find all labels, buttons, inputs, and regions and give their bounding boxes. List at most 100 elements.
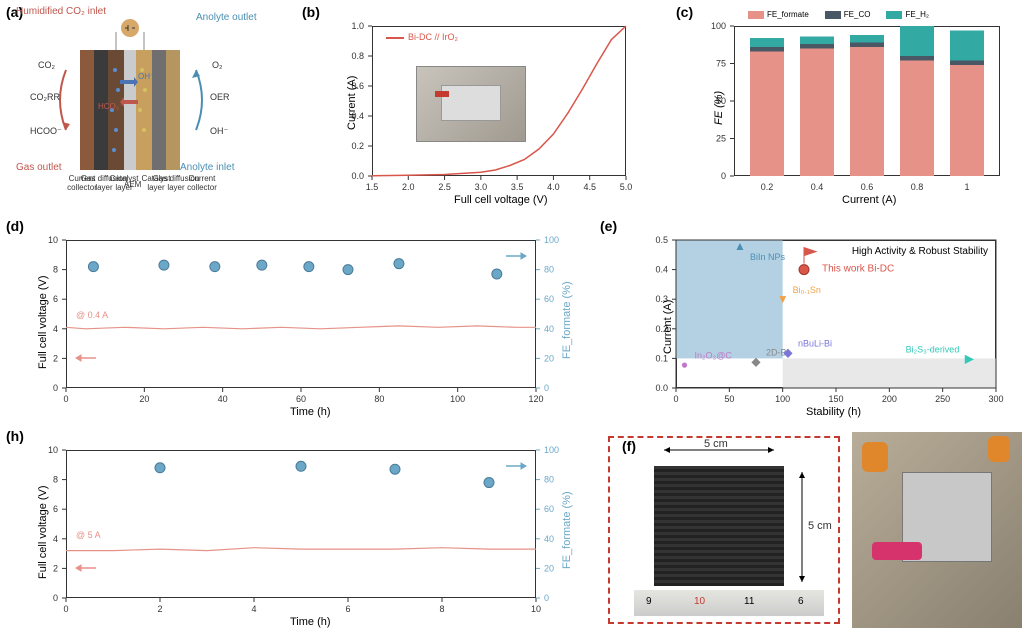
a-lab7: Current collector	[182, 174, 222, 192]
svg-text:1.5: 1.5	[366, 182, 379, 192]
d-ylabel-r: FE_formate (%)	[561, 269, 573, 359]
svg-text:8: 8	[439, 604, 444, 614]
svg-text:2: 2	[157, 604, 162, 614]
svg-text:3.0: 3.0	[475, 182, 488, 192]
svg-text:4: 4	[251, 604, 256, 614]
svg-text:8: 8	[53, 265, 58, 275]
a-hco: HCO₃⁻	[98, 102, 123, 111]
svg-text:2.5: 2.5	[438, 182, 451, 192]
panel-e: 0501001502002503000.00.10.20.30.40.5▲BiI…	[636, 232, 1016, 420]
svg-text:40: 40	[544, 534, 554, 544]
svg-text:80: 80	[544, 475, 554, 485]
g-clip	[872, 542, 922, 560]
svg-text:1.0: 1.0	[351, 21, 364, 31]
svg-text:20: 20	[544, 563, 554, 573]
c-legend: FE_formateFE_COFE_H₂	[748, 10, 929, 19]
a-oh: OH⁻	[210, 126, 228, 137]
d-note: @ 0.4 A	[76, 310, 108, 320]
svg-text:40: 40	[544, 324, 554, 334]
svg-text:This work Bi-DC: This work Bi-DC	[822, 264, 894, 275]
svg-text:50: 50	[724, 394, 734, 404]
f-dim2: 5 cm	[808, 520, 832, 532]
panel-f: 9 10 11 6 5 cm 5 cm	[604, 432, 844, 628]
chart-h-svg: 02468100022044066088010100	[26, 442, 586, 630]
svg-text:High Activity & Robust Stabili: High Activity & Robust Stability	[852, 246, 988, 257]
svg-text:250: 250	[935, 394, 950, 404]
svg-text:80: 80	[374, 394, 384, 404]
svg-text:nBuLi-Bi: nBuLi-Bi	[798, 338, 832, 348]
g-cap1	[862, 442, 888, 472]
a-oer: OER	[210, 92, 230, 102]
a-inlet: Humidified CO₂ inlet	[16, 6, 106, 17]
panel-a: Humidified CO₂ inlet Anolyte outlet Anol…	[24, 10, 292, 206]
label-b: (b)	[302, 4, 320, 20]
chart-d-svg: 0204060801001200022044066088010100	[26, 232, 586, 420]
svg-text:100: 100	[711, 21, 726, 31]
a-anolyte-in: Anolyte inlet	[180, 162, 234, 173]
svg-text:10: 10	[48, 235, 58, 245]
label-d: (d)	[6, 218, 24, 234]
f-dim1: 5 cm	[704, 438, 728, 450]
svg-text:0.1: 0.1	[655, 353, 668, 363]
svg-text:80: 80	[544, 265, 554, 275]
b-legend: Bi-DC // IrO₂	[386, 32, 458, 42]
panel-b: 1.52.02.53.03.54.04.55.00.00.20.40.60.81…	[336, 18, 636, 208]
svg-text:100: 100	[544, 235, 559, 245]
panel-g	[852, 432, 1022, 628]
b-inset-photo	[416, 66, 526, 142]
chart-e-svg: 0501001502002503000.00.10.20.30.40.5▲BiI…	[636, 232, 1016, 420]
svg-text:0.6: 0.6	[861, 182, 874, 192]
svg-text:1: 1	[964, 182, 969, 192]
svg-text:6: 6	[53, 504, 58, 514]
d-xlabel: Time (h)	[290, 406, 331, 418]
svg-text:100: 100	[775, 394, 790, 404]
svg-text:200: 200	[882, 394, 897, 404]
svg-text:0.0: 0.0	[655, 383, 668, 393]
svg-text:150: 150	[828, 394, 843, 404]
svg-text:0.4: 0.4	[811, 182, 824, 192]
svg-text:2: 2	[53, 563, 58, 573]
label-e: (e)	[600, 218, 617, 234]
svg-text:0.2: 0.2	[761, 182, 774, 192]
svg-text:0: 0	[544, 383, 549, 393]
a-oh2: OH⁻	[138, 72, 154, 81]
svg-text:8: 8	[53, 475, 58, 485]
panel-h: 02468100022044066088010100 Full cell vol…	[26, 442, 586, 630]
svg-text:0: 0	[721, 171, 726, 181]
svg-text:◆: ◆	[783, 345, 793, 359]
svg-text:20: 20	[544, 353, 554, 363]
a-o2: O₂	[212, 60, 223, 70]
svg-text:0: 0	[673, 394, 678, 404]
svg-text:0.2: 0.2	[351, 141, 364, 151]
svg-text:0: 0	[53, 383, 58, 393]
svg-text:0.8: 0.8	[351, 51, 364, 61]
chart-c-svg: 02550751000.20.40.60.81	[698, 18, 1012, 208]
svg-text:0.0: 0.0	[351, 171, 364, 181]
a-hcoo: HCOO⁻	[30, 126, 62, 137]
svg-text:100: 100	[544, 445, 559, 455]
svg-text:60: 60	[544, 294, 554, 304]
svg-text:6: 6	[345, 604, 350, 614]
b-xlabel: Full cell voltage (V)	[454, 194, 548, 206]
svg-text:●: ●	[681, 357, 688, 371]
h-note: @ 5 A	[76, 530, 101, 540]
svg-text:75: 75	[716, 59, 726, 69]
h-xlabel: Time (h)	[290, 616, 331, 628]
svg-text:120: 120	[528, 394, 543, 404]
panel-d: 0204060801001200022044066088010100 Full …	[26, 232, 586, 420]
label-c: (c)	[676, 4, 693, 20]
svg-text:2.0: 2.0	[402, 182, 415, 192]
svg-text:60: 60	[296, 394, 306, 404]
d-ylabel-l: Full cell voltage (V)	[37, 259, 49, 369]
svg-text:Bi₀.₁Sn: Bi₀.₁Sn	[793, 285, 821, 295]
svg-text:300: 300	[988, 394, 1003, 404]
svg-text:0: 0	[63, 394, 68, 404]
svg-text:0.5: 0.5	[655, 235, 668, 245]
svg-text:5.0: 5.0	[620, 182, 633, 192]
c-xlabel: Current (A)	[842, 194, 896, 206]
svg-text:3.5: 3.5	[511, 182, 524, 192]
svg-text:4: 4	[53, 324, 58, 334]
e-ylabel: Current (A)	[662, 274, 674, 354]
e-xlabel: Stability (h)	[806, 406, 861, 418]
panel-c: 02550751000.20.40.60.81 FE (%) Current (…	[698, 18, 1012, 208]
